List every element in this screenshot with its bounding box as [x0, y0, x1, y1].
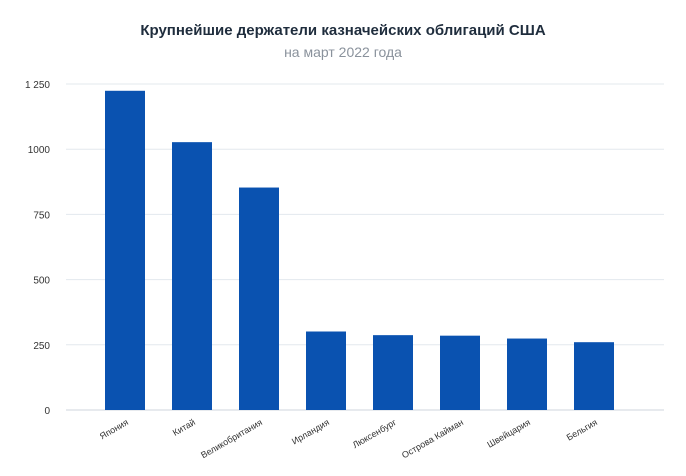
- y-tick-label: 0: [44, 406, 50, 417]
- chart-subtitle: на март 2022 года: [284, 44, 402, 60]
- y-tick-label: 1000: [28, 145, 51, 156]
- bar-8: [574, 342, 614, 410]
- x-tick-label: Люксенбург: [351, 417, 399, 450]
- y-tick-label: 250: [33, 341, 50, 352]
- x-tick-label: Китай: [171, 417, 197, 438]
- bar-4: [306, 331, 346, 410]
- bar-1: [105, 90, 145, 411]
- bar-7: [507, 338, 547, 410]
- bar-6: [440, 335, 480, 410]
- bar-2: [172, 142, 212, 411]
- x-tick-label: Великобритания: [199, 417, 264, 460]
- chart-title: Крупнейшие держатели казначейских облига…: [140, 22, 546, 39]
- x-tick-label: Бельгия: [565, 417, 599, 443]
- y-tick-label: 500: [33, 276, 50, 287]
- y-tick-label: 750: [33, 210, 50, 221]
- x-tick-label: Швейцария: [485, 417, 532, 450]
- y-tick-label: 1 250: [25, 80, 50, 91]
- bar-3: [239, 187, 279, 410]
- bar-5: [373, 335, 413, 410]
- x-tick-label: Ирландия: [290, 417, 331, 446]
- x-tick-label: Япония: [98, 417, 130, 441]
- x-tick-label: Острова Кайман: [400, 417, 465, 460]
